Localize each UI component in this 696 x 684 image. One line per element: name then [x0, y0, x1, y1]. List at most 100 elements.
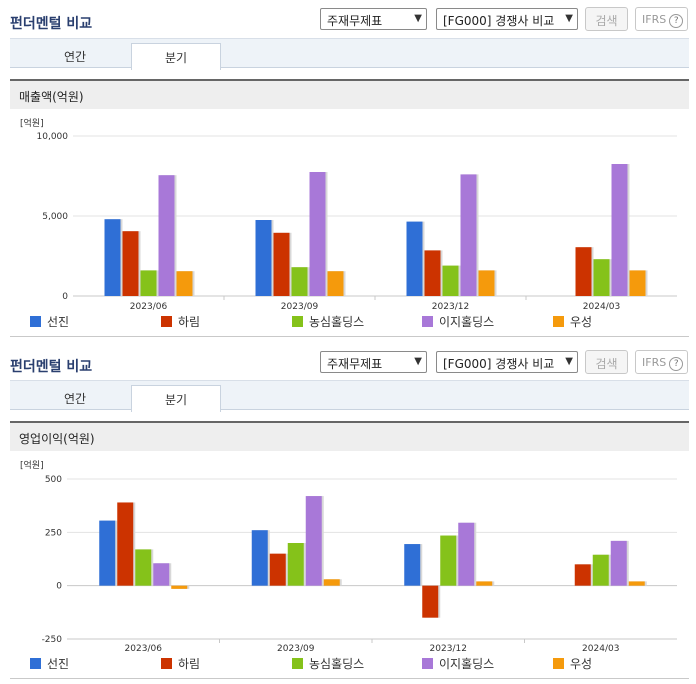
- bar: [592, 554, 609, 586]
- tab-annual[interactable]: 연간: [63, 50, 87, 64]
- bar: [176, 271, 193, 296]
- legend-swatch: [161, 658, 172, 669]
- bar: [323, 579, 340, 586]
- legend-label: 이지홀딩스: [439, 657, 495, 671]
- y-tick-label: 10,000: [37, 132, 69, 142]
- legend-item[interactable]: 농심홀딩스: [292, 313, 364, 330]
- bar: [140, 270, 157, 296]
- bar: [287, 543, 304, 586]
- chart-subhead: 매출액(억원): [10, 79, 689, 109]
- peer-group-select[interactable]: [FG000] 경쟁사 비교 ▼: [436, 351, 578, 373]
- legend-item[interactable]: 우성: [553, 313, 592, 330]
- chart-legend: 선진 하림 농심홀딩스 이지홀딩스 우성: [30, 313, 670, 329]
- bar: [269, 553, 286, 586]
- bar: [135, 549, 152, 586]
- peer-group-value: [FG000] 경쟁사 비교: [443, 357, 555, 371]
- legend-label: 하림: [178, 315, 201, 329]
- bar: [117, 502, 134, 586]
- bar: [171, 585, 188, 589]
- divider: [10, 678, 689, 679]
- bar: [273, 232, 290, 296]
- statement-type-select[interactable]: 주재무제표 ▼: [320, 8, 427, 30]
- x-tick-label: 2023/06: [125, 644, 163, 654]
- chevron-down-icon: ▼: [565, 356, 573, 367]
- bar: [122, 231, 139, 296]
- bar: [610, 540, 627, 586]
- bar: [460, 174, 477, 296]
- y-tick-label: 5,000: [42, 212, 68, 222]
- tab-quarterly[interactable]: 분기: [131, 43, 221, 70]
- bar: [158, 175, 175, 296]
- help-icon: ?: [669, 14, 684, 28]
- legend-item[interactable]: 선진: [30, 655, 69, 672]
- bar: [251, 530, 268, 586]
- bar: [305, 496, 322, 586]
- statement-type-value: 주재무제표: [327, 14, 383, 28]
- y-tick-label: 0: [56, 582, 62, 592]
- x-tick-label: 2024/03: [582, 644, 619, 654]
- legend-swatch: [553, 316, 564, 327]
- legend-swatch: [422, 316, 433, 327]
- unit-label: [억원]: [20, 461, 44, 471]
- legend-item[interactable]: 우성: [553, 655, 592, 672]
- x-tick-label: 2023/12: [432, 302, 469, 312]
- legend-swatch: [30, 316, 41, 327]
- y-tick-label: 250: [45, 528, 62, 538]
- fundamental-section-operating-profit: 펀더멘털 비교 주재무제표 ▼ [FG000] 경쟁사 비교 ▼ 검색 IFRS…: [0, 342, 696, 684]
- chevron-down-icon: ▼: [414, 356, 422, 367]
- fundamental-section-revenue: 펀더멘털 비교 주재무제표 ▼ [FG000] 경쟁사 비교 ▼ 검색 IFRS…: [10, 7, 689, 337]
- bar: [442, 265, 459, 296]
- search-button[interactable]: 검색: [585, 350, 628, 374]
- legend-item[interactable]: 하림: [161, 655, 200, 672]
- revenue-bar-chart: 10,000 5,000 0 2023/06 2023/09 2023/12 2024/03: [37, 132, 677, 312]
- ifrs-button[interactable]: IFRS?: [635, 7, 688, 31]
- legend-swatch: [553, 658, 564, 669]
- bar: [424, 250, 441, 296]
- legend-label: 우성: [570, 657, 593, 671]
- legend-swatch: [30, 658, 41, 669]
- tab-annual[interactable]: 연간: [63, 392, 87, 406]
- tab-quarterly[interactable]: 분기: [131, 385, 221, 412]
- legend-item[interactable]: 하림: [161, 313, 200, 330]
- unit-label: [억원]: [20, 119, 44, 129]
- bar: [476, 581, 493, 586]
- peer-group-select[interactable]: [FG000] 경쟁사 비교 ▼: [436, 8, 578, 30]
- bar: [611, 164, 628, 296]
- legend-label: 선진: [47, 315, 70, 329]
- help-icon: ?: [669, 357, 684, 371]
- ifrs-button[interactable]: IFRS?: [635, 350, 688, 374]
- legend-item[interactable]: 이지홀딩스: [422, 313, 494, 330]
- search-button[interactable]: 검색: [585, 7, 628, 31]
- legend-swatch: [161, 316, 172, 327]
- statement-type-value: 주재무제표: [327, 357, 383, 371]
- x-tick-label: 2023/12: [430, 644, 467, 654]
- bar: [628, 581, 645, 586]
- bar: [327, 271, 344, 296]
- x-tick-label: 2024/03: [583, 302, 620, 312]
- period-tabs: 연간 분기: [10, 38, 689, 70]
- bar: [104, 219, 121, 296]
- bar: [478, 270, 495, 296]
- bar: [404, 544, 421, 586]
- ifrs-label: IFRS: [642, 13, 667, 26]
- legend-item[interactable]: 선진: [30, 313, 69, 330]
- bar: [422, 585, 439, 618]
- legend-label: 농심홀딩스: [309, 657, 365, 671]
- legend-label: 하림: [178, 657, 201, 671]
- legend-label: 선진: [47, 657, 70, 671]
- bar: [575, 247, 592, 296]
- bar: [574, 564, 591, 586]
- period-tabs: 연간 분기: [10, 380, 689, 412]
- legend-item[interactable]: 이지홀딩스: [422, 655, 494, 672]
- legend-swatch: [292, 658, 303, 669]
- section-title: 펀더멘털 비교: [10, 16, 93, 32]
- x-tick-label: 2023/09: [281, 302, 319, 312]
- legend-item[interactable]: 농심홀딩스: [292, 655, 364, 672]
- bar: [440, 535, 457, 586]
- operating-profit-bar-chart: 500 250 0 -250 2023/06 2023/09 2023/12 2024/03: [42, 475, 677, 654]
- statement-type-select[interactable]: 주재무제표 ▼: [320, 351, 427, 373]
- ifrs-label: IFRS: [642, 356, 667, 369]
- peer-group-value: [FG000] 경쟁사 비교: [443, 14, 555, 28]
- legend-label: 우성: [570, 315, 593, 329]
- y-tick-label: 0: [62, 292, 68, 302]
